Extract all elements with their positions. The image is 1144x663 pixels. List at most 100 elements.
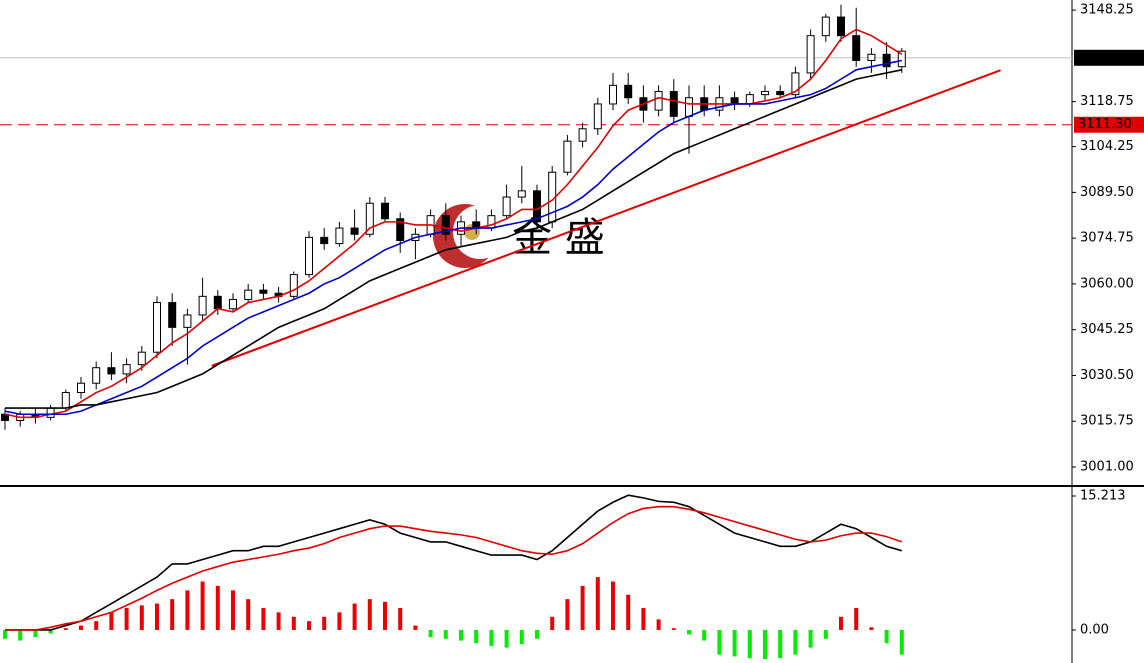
candle-body xyxy=(776,91,785,96)
watermark: 金 盛 xyxy=(512,215,605,261)
candle-body xyxy=(289,274,298,297)
candle-body xyxy=(153,302,161,353)
candle-body xyxy=(578,128,587,142)
histogram-bar xyxy=(641,607,646,630)
histogram-bar xyxy=(367,599,372,630)
histogram-bar xyxy=(413,625,418,630)
candle-body xyxy=(320,236,329,245)
histogram-bar xyxy=(565,599,570,630)
candle-body xyxy=(259,289,268,294)
candle-body xyxy=(213,295,222,310)
candle-body xyxy=(183,314,192,328)
y-tick-label: 0.00 xyxy=(1080,622,1109,637)
candle-body xyxy=(806,35,815,74)
histogram-bar xyxy=(185,590,190,630)
histogram-bar xyxy=(94,621,99,630)
y-tick-label: 3118.75 xyxy=(1080,94,1134,109)
macd-line xyxy=(5,494,903,631)
candle-body xyxy=(61,392,70,409)
candle-body xyxy=(852,35,861,62)
histogram-bar xyxy=(231,590,235,630)
histogram-bar xyxy=(535,629,539,639)
price-label: 3132.88 xyxy=(1078,50,1132,65)
histogram-bar xyxy=(170,599,175,630)
y-tick-label: 3148.25 xyxy=(1080,3,1134,18)
histogram-bar xyxy=(656,619,661,630)
candle-body xyxy=(761,91,769,96)
price-label-box xyxy=(1074,116,1144,133)
histogram-bar xyxy=(793,629,798,655)
histogram-bar xyxy=(747,629,752,659)
candle-body xyxy=(882,53,891,68)
y-tick-label: 3074.75 xyxy=(1080,231,1134,246)
candle-body xyxy=(821,16,830,37)
candle-body xyxy=(92,367,101,384)
candle-body xyxy=(107,367,116,375)
histogram-bar xyxy=(504,629,509,648)
y-tick-label: 3030.50 xyxy=(1080,368,1134,383)
y-tick-label: 15.213 xyxy=(1080,488,1126,503)
histogram-bar xyxy=(352,603,357,630)
histogram-bar xyxy=(139,605,144,630)
histogram-bar xyxy=(550,616,555,630)
candle-body xyxy=(350,227,359,235)
candle-body xyxy=(897,50,906,68)
histogram-bar xyxy=(717,629,722,655)
candle-body xyxy=(517,190,526,198)
candle-body xyxy=(168,302,177,328)
macd-line xyxy=(5,505,903,631)
histogram-bar xyxy=(33,629,38,638)
histogram-bar xyxy=(459,629,463,641)
histogram-bar xyxy=(671,628,676,630)
y-tick-label: 3060.00 xyxy=(1080,276,1134,291)
candle-body xyxy=(244,289,253,300)
candle-body xyxy=(609,84,617,105)
histogram-bar xyxy=(322,616,327,630)
histogram-bar xyxy=(474,629,479,644)
histogram-bar xyxy=(18,629,23,641)
candle-body xyxy=(365,202,374,235)
histogram-bar xyxy=(63,628,68,630)
histogram-bar xyxy=(854,607,859,630)
moving-average xyxy=(4,59,902,416)
histogram-bar xyxy=(276,612,281,630)
histogram-bar xyxy=(687,629,691,635)
histogram-bar xyxy=(428,629,433,638)
histogram-bar xyxy=(595,577,600,630)
y-tick-label: 3015.75 xyxy=(1080,414,1134,429)
candle-body xyxy=(396,218,405,241)
histogram-bar xyxy=(200,581,205,630)
histogram-bar xyxy=(808,629,813,648)
histogram-bar xyxy=(246,599,251,630)
histogram-bar xyxy=(48,629,53,634)
histogram-bar xyxy=(215,585,220,630)
histogram-bar xyxy=(383,601,387,630)
candle-body xyxy=(77,382,85,394)
histogram-bar xyxy=(291,616,296,630)
histogram-bar xyxy=(884,629,889,644)
candle-body xyxy=(502,196,511,217)
candle-body xyxy=(137,351,146,366)
histogram-bar xyxy=(626,594,631,630)
histogram-bar xyxy=(899,629,904,655)
candle-body xyxy=(654,91,663,111)
histogram-bar xyxy=(398,607,403,630)
candle-body xyxy=(593,103,602,130)
price-label-box xyxy=(1074,49,1144,66)
histogram-bar xyxy=(3,629,7,639)
histogram-bar xyxy=(778,629,783,659)
histogram-bar xyxy=(732,629,737,657)
histogram-bar xyxy=(823,629,828,639)
candle-body xyxy=(229,298,237,310)
histogram-bar xyxy=(611,581,615,630)
y-tick-label: 3001.00 xyxy=(1080,460,1134,475)
candle-body xyxy=(669,91,678,117)
candle-body xyxy=(730,97,739,105)
candle-body xyxy=(791,72,800,96)
histogram-bar xyxy=(307,621,311,630)
candle-body xyxy=(46,407,55,418)
y-tick-label: 3104.25 xyxy=(1080,139,1134,154)
candle-body xyxy=(198,295,207,316)
candle-body xyxy=(837,16,845,37)
histogram-bar xyxy=(109,612,114,630)
